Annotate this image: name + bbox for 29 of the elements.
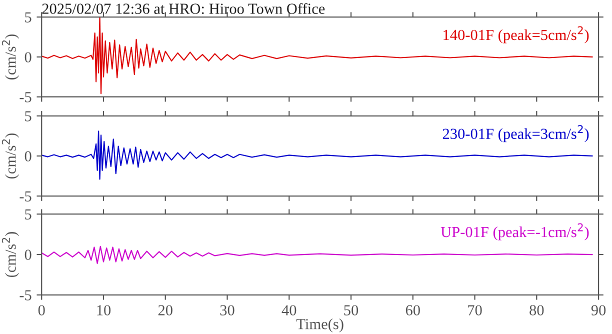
y-axis-title: (cm/s$^{2}$): [2, 133, 19, 179]
x-tick-label: 10: [97, 305, 111, 316]
y-tick-label: -5: [20, 92, 32, 102]
x-tick-label: 50: [344, 305, 358, 316]
y-tick-label: -5: [20, 191, 32, 202]
y-tick-label: 0: [24, 151, 32, 162]
x-axis-title: Time(s): [296, 318, 344, 332]
x-tick-label: 80: [530, 305, 544, 316]
y-tick-label: 0: [24, 52, 32, 62]
x-tick-label: 20: [158, 305, 172, 316]
y-tick-label: 0: [24, 250, 32, 260]
x-tick-label: 60: [406, 305, 420, 316]
series-label: UP-01F (peak=-1cm/s$^{2}$): [440, 223, 589, 240]
x-tick-label: 30: [220, 305, 234, 316]
y-tick-label: -5: [20, 290, 32, 300]
series-label: 140-01F (peak=5cm/s$^{2}$): [444, 26, 589, 44]
series-label: 230-01F (peak=3cm/s$^{2}$): [442, 125, 589, 142]
y-tick-label: 5: [25, 12, 32, 22]
chart-title: 2025/02/07 12:36 at HRO: Hiroo Town Office: [42, 3, 325, 14]
x-tick-label: 90: [591, 305, 606, 316]
x-tick-label: 0: [38, 305, 45, 316]
line-series: [42, 246, 593, 264]
x-tick-label: 40: [282, 305, 296, 316]
y-axis-title: (cm/s$^{2}$): [2, 34, 19, 80]
x-tick-label: 70: [468, 305, 482, 316]
line-series: [42, 17, 593, 94]
y-tick-label: 5: [25, 111, 32, 122]
y-axis-title: (cm/s$^{2}$): [2, 232, 19, 278]
y-tick-label: 5: [25, 209, 32, 220]
